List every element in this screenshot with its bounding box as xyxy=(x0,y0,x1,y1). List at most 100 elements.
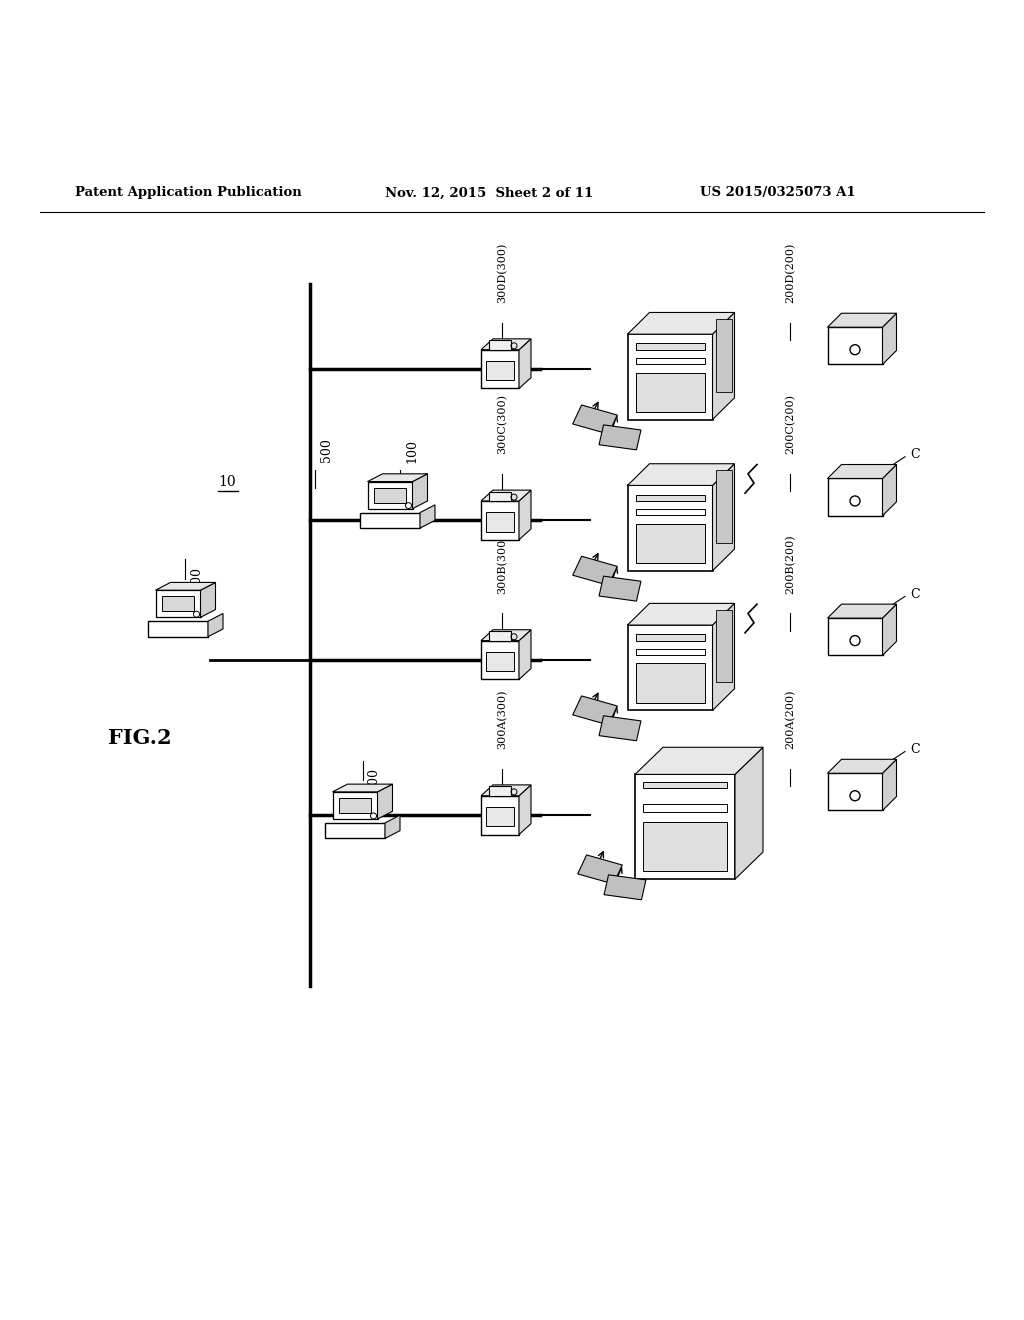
Polygon shape xyxy=(578,855,623,884)
Polygon shape xyxy=(628,486,713,570)
Polygon shape xyxy=(713,603,734,710)
Polygon shape xyxy=(519,339,531,388)
Polygon shape xyxy=(519,490,531,540)
Polygon shape xyxy=(488,787,511,796)
Polygon shape xyxy=(481,502,519,540)
Polygon shape xyxy=(481,490,531,502)
Polygon shape xyxy=(628,463,734,486)
Polygon shape xyxy=(485,512,514,532)
Text: 10: 10 xyxy=(218,475,236,488)
Polygon shape xyxy=(636,372,705,412)
Polygon shape xyxy=(162,597,194,611)
Polygon shape xyxy=(827,774,883,810)
Polygon shape xyxy=(883,465,896,516)
Polygon shape xyxy=(636,664,705,702)
Polygon shape xyxy=(636,343,705,350)
Polygon shape xyxy=(485,807,514,826)
Text: C: C xyxy=(910,743,920,756)
Polygon shape xyxy=(485,652,514,672)
Polygon shape xyxy=(572,405,617,434)
Polygon shape xyxy=(827,618,883,655)
Polygon shape xyxy=(420,504,435,528)
Text: 600: 600 xyxy=(190,566,203,590)
Polygon shape xyxy=(481,339,531,350)
Polygon shape xyxy=(360,512,420,528)
Polygon shape xyxy=(716,610,731,682)
Polygon shape xyxy=(827,478,883,516)
Text: 300D(300): 300D(300) xyxy=(497,243,507,304)
Polygon shape xyxy=(385,816,400,838)
Polygon shape xyxy=(519,630,531,680)
Text: FIG.2: FIG.2 xyxy=(108,727,172,747)
Polygon shape xyxy=(827,759,896,774)
Text: 200B(200): 200B(200) xyxy=(784,535,796,594)
Polygon shape xyxy=(827,465,896,478)
Polygon shape xyxy=(628,603,734,626)
Polygon shape xyxy=(599,715,641,741)
Polygon shape xyxy=(628,313,734,334)
Polygon shape xyxy=(368,474,427,482)
Text: Patent Application Publication: Patent Application Publication xyxy=(75,186,302,199)
Polygon shape xyxy=(572,696,617,725)
Polygon shape xyxy=(643,804,727,812)
Polygon shape xyxy=(643,821,727,871)
Polygon shape xyxy=(628,626,713,710)
Polygon shape xyxy=(636,649,705,655)
Polygon shape xyxy=(883,759,896,810)
Polygon shape xyxy=(481,796,519,834)
Text: 300B(300): 300B(300) xyxy=(497,535,507,594)
Polygon shape xyxy=(636,358,705,364)
Polygon shape xyxy=(713,313,734,420)
Polygon shape xyxy=(201,582,215,618)
Text: 200D(200): 200D(200) xyxy=(784,243,796,304)
Polygon shape xyxy=(883,313,896,364)
Text: 300A(300): 300A(300) xyxy=(497,690,507,750)
Polygon shape xyxy=(635,775,735,879)
Polygon shape xyxy=(636,635,705,640)
Polygon shape xyxy=(333,792,378,818)
Polygon shape xyxy=(519,785,531,834)
Polygon shape xyxy=(156,582,215,590)
Polygon shape xyxy=(378,784,392,818)
Polygon shape xyxy=(636,510,705,515)
Polygon shape xyxy=(481,630,531,640)
Text: C: C xyxy=(910,587,920,601)
Polygon shape xyxy=(488,631,511,640)
Polygon shape xyxy=(481,350,519,388)
Text: 200C(200): 200C(200) xyxy=(784,395,796,454)
Text: C: C xyxy=(910,447,920,461)
Polygon shape xyxy=(572,556,617,585)
Polygon shape xyxy=(156,590,201,618)
Polygon shape xyxy=(883,605,896,655)
Polygon shape xyxy=(374,487,406,503)
Polygon shape xyxy=(716,318,731,392)
Polygon shape xyxy=(488,491,511,502)
Polygon shape xyxy=(481,785,531,796)
Polygon shape xyxy=(333,784,392,792)
Polygon shape xyxy=(713,463,734,570)
Polygon shape xyxy=(148,622,208,636)
Polygon shape xyxy=(599,576,641,601)
Polygon shape xyxy=(339,799,371,813)
Polygon shape xyxy=(325,822,385,838)
Text: 300C(300): 300C(300) xyxy=(497,395,507,454)
Polygon shape xyxy=(368,482,413,508)
Text: 200A(200): 200A(200) xyxy=(784,690,796,750)
Polygon shape xyxy=(636,524,705,564)
Text: Nov. 12, 2015  Sheet 2 of 11: Nov. 12, 2015 Sheet 2 of 11 xyxy=(385,186,593,199)
Text: 500: 500 xyxy=(319,438,333,462)
Polygon shape xyxy=(208,614,223,636)
Polygon shape xyxy=(481,640,519,680)
Text: US 2015/0325073 A1: US 2015/0325073 A1 xyxy=(700,186,856,199)
Polygon shape xyxy=(827,605,896,618)
Polygon shape xyxy=(827,313,896,327)
Text: 400: 400 xyxy=(368,768,381,792)
Polygon shape xyxy=(604,875,646,900)
Polygon shape xyxy=(488,341,511,350)
Polygon shape xyxy=(485,360,514,380)
Polygon shape xyxy=(628,334,713,420)
Polygon shape xyxy=(635,747,763,775)
Text: 100: 100 xyxy=(406,438,418,462)
Polygon shape xyxy=(716,470,731,543)
Polygon shape xyxy=(643,783,727,788)
